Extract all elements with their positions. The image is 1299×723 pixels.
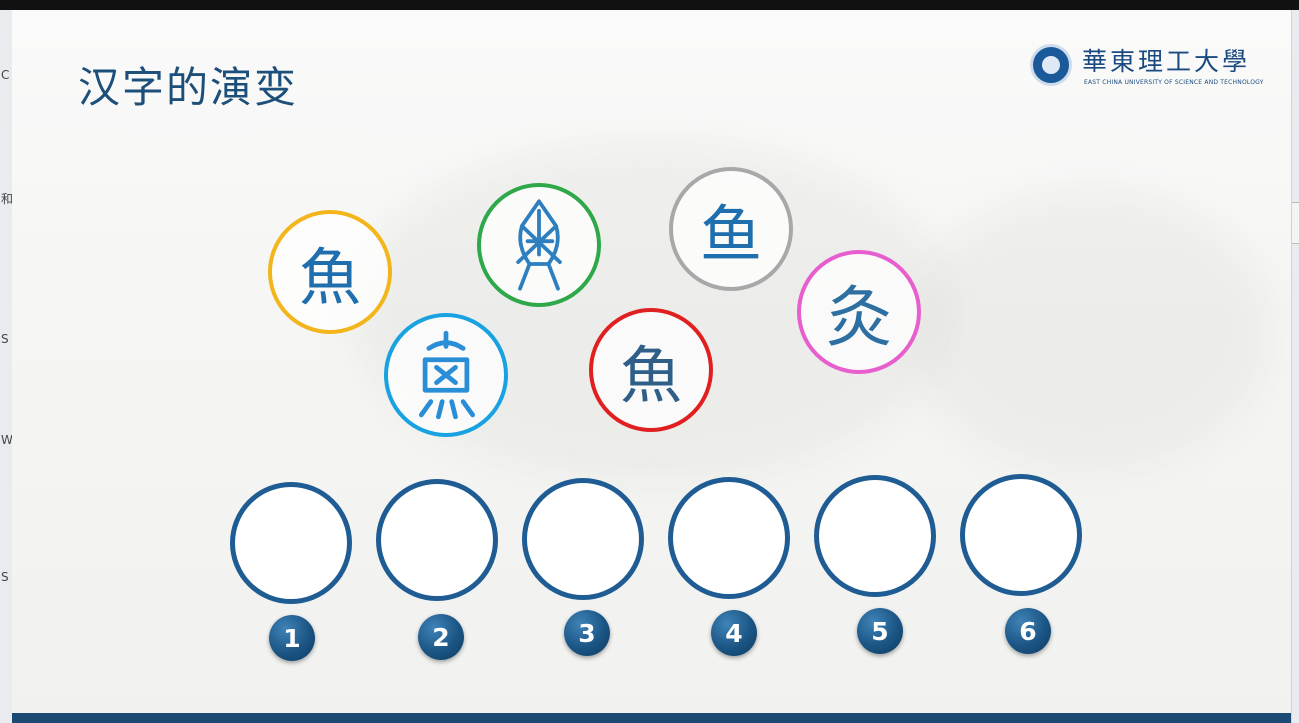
- glyph-fish-oracle-bone[interactable]: [477, 183, 601, 307]
- glyph-fish-seal-script[interactable]: [384, 313, 508, 437]
- answer-slot-5[interactable]: [814, 475, 936, 597]
- glyph-fish-regular[interactable]: 魚: [268, 210, 392, 334]
- answer-slot-2[interactable]: [376, 479, 498, 601]
- university-logo: 華東理工大學 EAST CHINA UNIVERSITY OF SCIENCE …: [1030, 40, 1263, 96]
- right-panel-edge: [1291, 10, 1299, 723]
- slot-number-badge: 4: [711, 610, 757, 656]
- seal-fish-icon: [418, 330, 475, 420]
- oracle-fish-icon: [516, 199, 562, 291]
- slot-number-badge: 2: [418, 614, 464, 660]
- slot-number-badge: 3: [564, 610, 610, 656]
- slot-number-badge: 6: [1005, 608, 1051, 654]
- slot-number-badge: 1: [269, 615, 315, 661]
- answer-slot-1[interactable]: [230, 482, 352, 604]
- slide-title: 汉字的演变: [78, 63, 299, 112]
- glyph-fish-clerical[interactable]: 魚: [589, 308, 713, 432]
- presentation-slide: 汉字的演变 華東理工大學 EAST CHINA UNIVERSITY OF SC…: [12, 10, 1291, 723]
- answer-slot-3[interactable]: [522, 478, 644, 600]
- answer-slot-6[interactable]: [960, 474, 1082, 596]
- slide-footer-bar: [12, 713, 1291, 723]
- glyph-fish-small-seal[interactable]: 灸: [797, 250, 921, 374]
- glyph-fish-simplified[interactable]: 鱼: [669, 167, 793, 291]
- university-seal-icon: [1030, 44, 1072, 86]
- window-top-bar: [0, 0, 1299, 10]
- background-mist: [912, 190, 1272, 470]
- slot-number-badge: 5: [857, 608, 903, 654]
- university-english-name: EAST CHINA UNIVERSITY OF SCIENCE AND TEC…: [1084, 79, 1264, 86]
- answer-slot-4[interactable]: [668, 477, 790, 599]
- university-name: 華東理工大學: [1082, 47, 1251, 76]
- right-panel-marker: [1292, 202, 1299, 244]
